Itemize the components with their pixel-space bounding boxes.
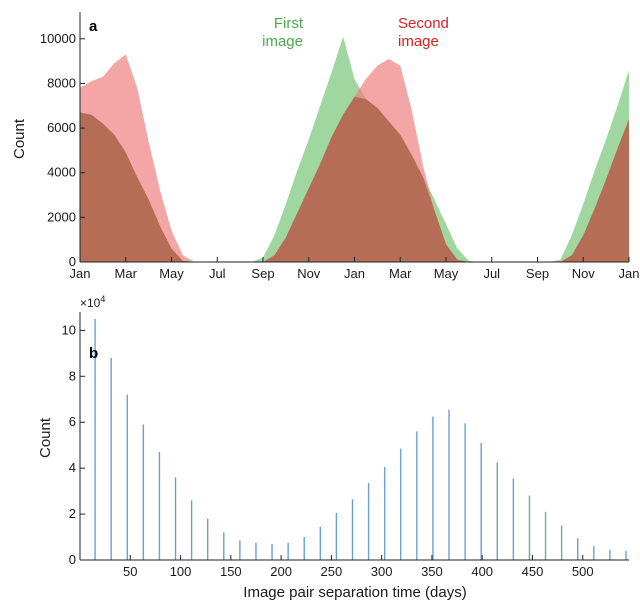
panel-b-xtick-label: 400 xyxy=(471,564,493,579)
panel-a-label: a xyxy=(89,18,98,35)
panel-b-ytick-label: 0 xyxy=(69,552,76,567)
panel-a-ytick-label: 0 xyxy=(69,254,76,269)
panel-b-plot-area xyxy=(94,318,627,560)
panel-b-ytick-label: 2 xyxy=(69,506,76,521)
panel-a-ytick-label: 4000 xyxy=(47,165,76,180)
legend-first-image: First image xyxy=(262,15,304,50)
panel-b-axes: 0 2 4 6 8 10 50 100 150 200 250 300 350 400 450 500 xyxy=(62,312,629,579)
panel-a-xtick-label: Mar xyxy=(115,266,138,281)
panel-b-xtick-label: 100 xyxy=(170,564,192,579)
panel-a-xtick-label: May xyxy=(434,266,459,281)
panel-a-xtick-label: Nov xyxy=(297,266,321,281)
legend-second-image: Second image xyxy=(398,15,449,50)
panel-a-xtick-label: Jan xyxy=(619,266,640,281)
panel-b-xtick-label: 250 xyxy=(321,564,343,579)
panel-b-xlabel: Image pair separation time (days) xyxy=(243,584,466,600)
panel-a-xtick-label: Mar xyxy=(389,266,412,281)
panel-b-xtick-label: 50 xyxy=(123,564,137,579)
panel-a-xtick-label: Jul xyxy=(209,266,226,281)
panel-b-xtick-label: 350 xyxy=(421,564,443,579)
panel-a-ylabel: Count xyxy=(11,118,28,159)
panel-a-xtick-label: Sep xyxy=(251,266,274,281)
panel-b-ytick-label: 8 xyxy=(69,368,76,383)
panel-b-label: b xyxy=(89,345,98,362)
panel-b-xtick-label: 500 xyxy=(572,564,594,579)
panel-a-xtick-label: Nov xyxy=(572,266,596,281)
panel-a-ytick-label: 2000 xyxy=(47,209,76,224)
overlap-area xyxy=(80,96,629,262)
panel-a-ytick-label: 6000 xyxy=(47,120,76,135)
panel-a-xtick-label: May xyxy=(159,266,184,281)
panel-a-axes: 0 2000 4000 6000 8000 10000 Jan Mar May Jul Sep Nov… xyxy=(40,12,640,281)
panel-b-chart: 0 2 4 6 8 10 50 100 150 200 250 300 350 400 450 500 b ×… xyxy=(37,294,629,600)
panel-a-plot-area xyxy=(80,36,629,263)
panel-b-xtick-label: 150 xyxy=(220,564,242,579)
panel-b-ytick-label: 10 xyxy=(62,322,76,337)
panel-a-xtick-label: Jan xyxy=(344,266,365,281)
panel-b-ytick-label: 6 xyxy=(69,414,76,429)
panel-b-xtick-label: 450 xyxy=(522,564,544,579)
panel-a-chart: 0 2000 4000 6000 8000 10000 Jan Mar May Jul Sep Nov… xyxy=(11,12,639,281)
panel-a-ytick-label: 10000 xyxy=(40,31,76,46)
panel-a-ytick-label: 8000 xyxy=(47,75,76,90)
panel-a-xtick-label: Sep xyxy=(526,266,549,281)
panel-b-xtick-label: 200 xyxy=(270,564,292,579)
panel-b-ytick-label: 4 xyxy=(69,460,76,475)
panel-b-xtick-label: 300 xyxy=(371,564,393,579)
panel-b-exponent: ×104 xyxy=(80,294,105,310)
panel-a-xtick-label: Jan xyxy=(70,266,91,281)
panel-a-xtick-label: Jul xyxy=(483,266,500,281)
panel-b-ylabel: Count xyxy=(37,417,54,458)
